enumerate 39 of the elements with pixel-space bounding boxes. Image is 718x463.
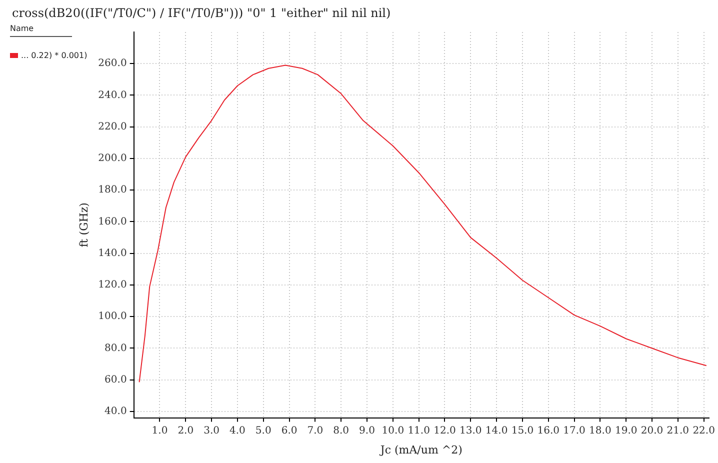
x-tick-label: 19.0 bbox=[614, 425, 638, 436]
y-tick-label: 180.0 bbox=[98, 184, 127, 196]
x-tick-label: 6.0 bbox=[281, 425, 298, 436]
x-tick-label: 4.0 bbox=[230, 425, 246, 436]
x-tick-label: 17.0 bbox=[563, 425, 586, 436]
y-tick-label: 80.0 bbox=[104, 342, 127, 354]
x-tick-label: 16.0 bbox=[537, 425, 560, 436]
chart-title: cross(dB20((IF("/T0/C") / IF("/T0/B"))) "0" 1 "either" nil nil nil) bbox=[12, 6, 391, 20]
y-tick-label: 60.0 bbox=[104, 374, 127, 386]
x-tick-label: 9.0 bbox=[359, 425, 375, 436]
x-tick-label: 8.0 bbox=[333, 425, 350, 436]
x-tick-label: 15.0 bbox=[511, 425, 534, 436]
x-tick-label: 22.0 bbox=[692, 425, 715, 436]
y-tick-label: 260.0 bbox=[98, 58, 127, 70]
legend-title: Name bbox=[10, 24, 72, 37]
y-tick-label: 240.0 bbox=[98, 90, 127, 101]
x-axis-title: Jc (mA/um ^2) bbox=[379, 443, 462, 456]
x-tick-label: 20.0 bbox=[640, 425, 664, 436]
x-tick-label: 11.0 bbox=[408, 425, 430, 436]
x-tick-label: 21.0 bbox=[666, 425, 690, 436]
x-tick-label: 7.0 bbox=[307, 425, 324, 436]
x-tick-label: 2.0 bbox=[178, 425, 194, 436]
y-tick-label: 220.0 bbox=[98, 121, 127, 132]
y-tick-label: 160.0 bbox=[98, 216, 127, 228]
y-tick-label: 200.0 bbox=[98, 153, 127, 164]
x-tick-label: 12.0 bbox=[434, 425, 456, 436]
x-tick-label: 5.0 bbox=[255, 425, 272, 436]
y-tick-label: 40.0 bbox=[104, 406, 127, 418]
x-tick-label: 18.0 bbox=[589, 425, 612, 436]
x-tick-label: 13.0 bbox=[460, 425, 482, 436]
y-axis-title: ft (GHz) bbox=[77, 202, 90, 248]
x-tick-label: 14.0 bbox=[485, 425, 508, 436]
y-tick-label: 100.0 bbox=[98, 311, 127, 322]
y-tick-label: 120.0 bbox=[98, 280, 127, 291]
x-tick-label: 3.0 bbox=[204, 425, 220, 436]
legend-label: ... 0.22) * 0.001) bbox=[21, 51, 88, 60]
y-tick-label: 140.0 bbox=[98, 248, 127, 259]
x-tick-label: 1.0 bbox=[152, 425, 168, 436]
x-tick-label: 10.0 bbox=[382, 425, 404, 436]
